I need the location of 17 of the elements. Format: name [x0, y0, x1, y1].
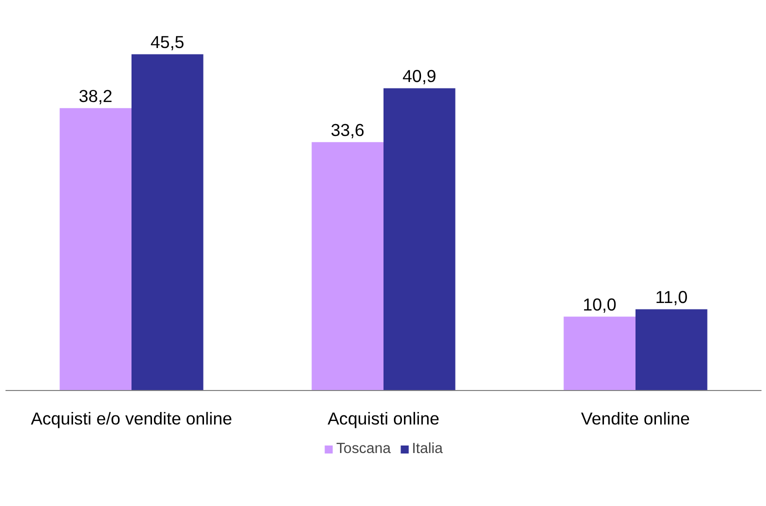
data-label: 45,5 [150, 32, 184, 52]
bar [312, 142, 384, 390]
legend-label: Toscana [336, 441, 391, 457]
bar [132, 54, 204, 390]
bar [564, 316, 636, 390]
legend-label: Italia [412, 441, 443, 457]
data-label: 10,0 [582, 294, 616, 315]
data-label: 38,2 [78, 86, 112, 106]
x-tick-label: Acquisti e/o vendite online [30, 408, 232, 428]
x-tick-label: Vendite online [581, 408, 690, 428]
data-label: 33,6 [330, 120, 364, 140]
data-label: 40,9 [402, 66, 436, 86]
bar [636, 309, 708, 390]
data-label: 11,0 [655, 287, 688, 308]
x-tick-label: Acquisti online [328, 408, 440, 428]
bar [384, 88, 456, 390]
bar [60, 108, 132, 390]
